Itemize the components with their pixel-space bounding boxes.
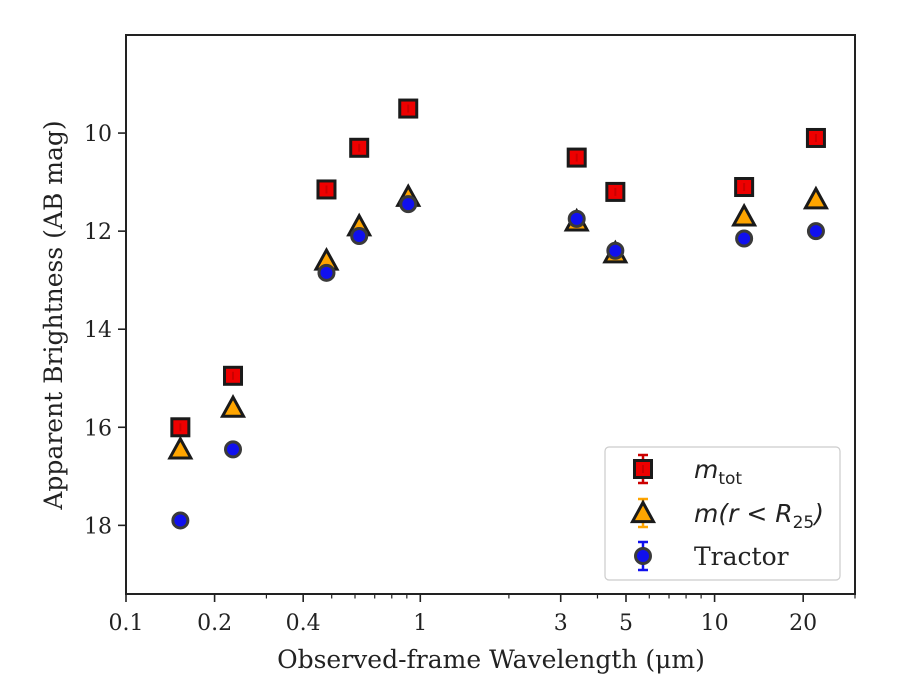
legend-marker-triangle xyxy=(629,499,657,524)
legend-marker-square xyxy=(633,459,653,479)
y-tick-label: 14 xyxy=(84,318,112,343)
data-point-square xyxy=(398,98,419,119)
x-tick-label: 5 xyxy=(619,611,633,636)
x-axis-label: Observed-frame Wavelength (μm) xyxy=(277,645,705,674)
data-point-triangle xyxy=(731,202,758,227)
data-point-circle xyxy=(735,229,754,248)
legend-label: mtot xyxy=(694,455,742,489)
data-point-square xyxy=(805,127,826,148)
x-tick-label: 20 xyxy=(789,611,817,636)
data-point-triangle xyxy=(802,185,829,210)
data-point-triangle xyxy=(219,394,247,418)
data-point-circle xyxy=(224,440,243,459)
y-tick-label: 16 xyxy=(84,416,112,441)
plot-area xyxy=(125,34,856,595)
data-point-square xyxy=(316,179,337,200)
data-markers xyxy=(167,98,829,530)
y-tick-label: 10 xyxy=(84,122,112,147)
legend-label: m(r < R25) xyxy=(694,499,824,533)
data-point-square xyxy=(223,365,244,386)
x-tick-label: 3 xyxy=(554,611,568,636)
data-point-circle xyxy=(317,263,336,282)
y-axis: 10 12 14 16 18 xyxy=(84,122,126,539)
data-point-square xyxy=(170,417,191,438)
x-tick-label: 1 xyxy=(413,611,427,636)
legend: mtot m(r < R25) Tractor xyxy=(604,446,841,581)
data-point-circle xyxy=(350,227,369,246)
data-point-circle xyxy=(606,241,625,260)
data-point-square xyxy=(734,177,755,198)
plot-frame xyxy=(125,34,856,595)
x-tick-label: 0.2 xyxy=(197,611,232,636)
legend-frame xyxy=(604,446,841,581)
x-axis: 0.1 0.2 0.4 1 3 5 10 20 xyxy=(109,594,856,636)
x-tick-label: 10 xyxy=(701,611,729,636)
data-point-circle xyxy=(567,209,586,228)
data-point-circle xyxy=(399,195,418,214)
data-point-square xyxy=(566,147,587,168)
data-point-circle xyxy=(806,222,825,241)
data-point-circle xyxy=(171,511,190,530)
y-axis-label: Apparent Brightness (AB mag) xyxy=(39,120,68,510)
y-tick-label: 12 xyxy=(84,220,112,245)
x-tick-label: 0.1 xyxy=(109,611,144,636)
legend-marker-circle xyxy=(634,547,652,565)
data-point-square xyxy=(349,137,370,158)
data-point-square xyxy=(605,181,626,202)
legend-label: Tractor xyxy=(694,542,789,571)
y-tick-label: 18 xyxy=(84,514,112,539)
x-tick-label: 0.4 xyxy=(286,611,321,636)
data-point-triangle xyxy=(167,435,194,460)
